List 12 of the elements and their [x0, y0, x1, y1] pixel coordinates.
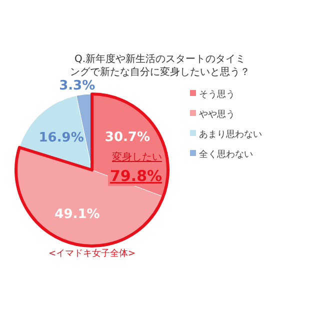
text: 変身したい	[112, 151, 162, 163]
data-label: 30.7%	[104, 130, 150, 146]
legend-label: あまり思わない	[199, 129, 262, 140]
legend-label: やや思う	[199, 109, 235, 120]
legend-label: そう思う	[199, 89, 235, 100]
legend-label: 全く思わない	[199, 149, 253, 160]
data-label: 49.1%	[54, 207, 100, 222]
data-label: 16.9%	[38, 130, 84, 146]
data-label: 3.3%	[59, 78, 96, 94]
text: 79.8%	[110, 167, 162, 185]
text: <イマドキ女子全体>	[48, 248, 136, 259]
chart-title: Q.新年度や新生活のスタートのタイミングで新たな自分に変身したいと思う？	[70, 53, 250, 78]
